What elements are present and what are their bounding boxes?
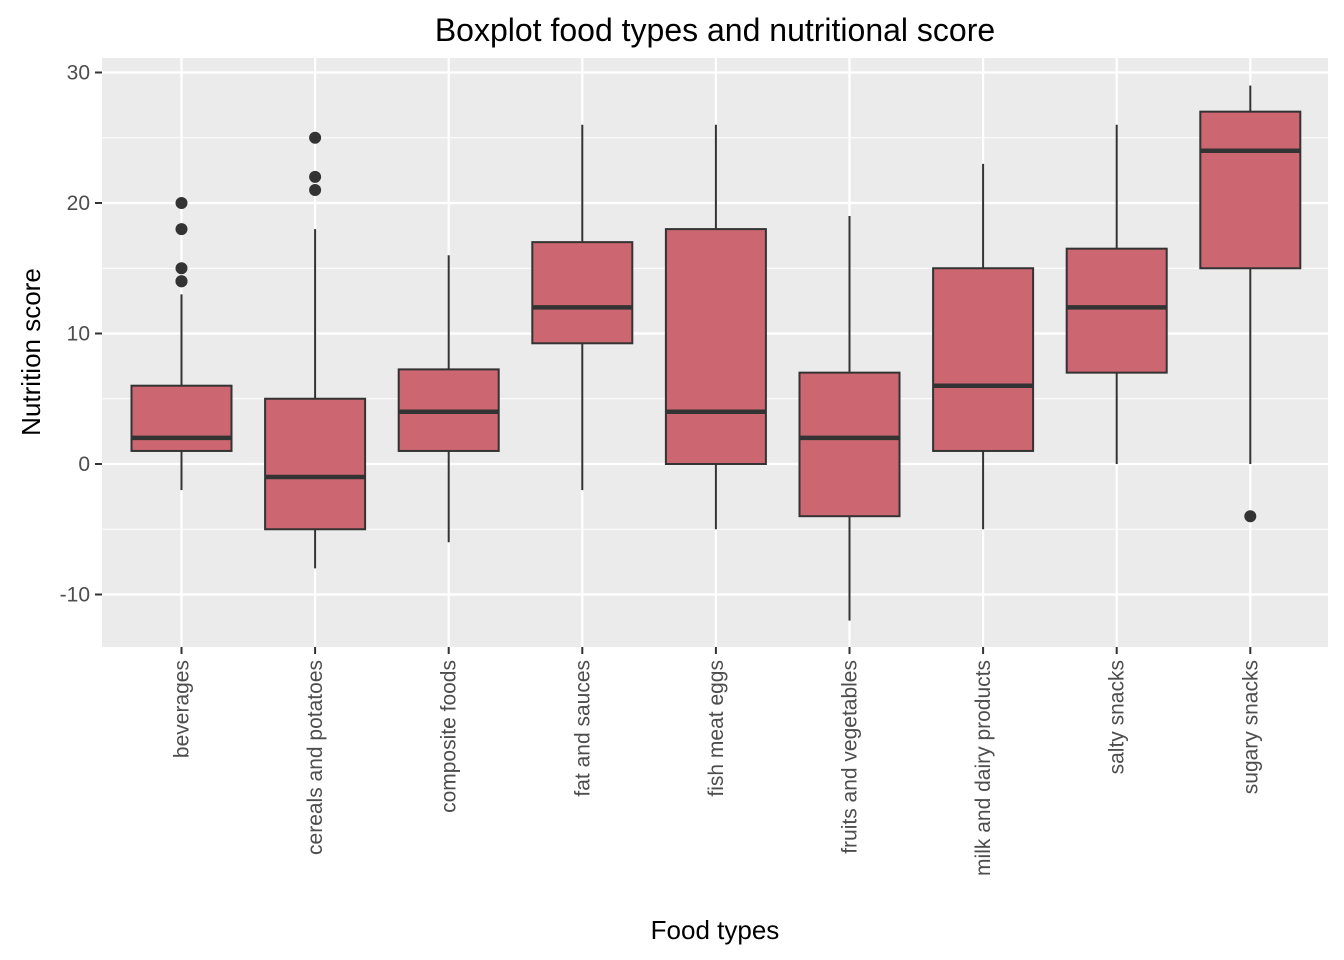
x-tick-label: fat and sauces <box>571 660 594 797</box>
x-axis-title: Food types <box>651 915 780 945</box>
y-axis-title: Nutrition score <box>16 268 46 436</box>
box-beverages <box>130 197 233 491</box>
x-tick-label: composite foods <box>438 660 461 813</box>
box-composite-foods <box>397 255 500 543</box>
x-tick-label: milk and dairy products <box>972 660 995 876</box>
box-cereals-and-potatoes <box>264 131 367 569</box>
y-tick-label: 30 <box>67 62 90 85</box>
y-axis: -10 0 10 20 30 <box>60 62 102 607</box>
iqr-box <box>664 228 767 465</box>
iqr-box <box>531 241 634 345</box>
x-axis: beverages cereals and potatoes composite f… <box>171 647 1262 876</box>
outlier-point <box>175 197 188 209</box>
box-sugary-snacks <box>1199 85 1302 523</box>
outlier-point <box>309 183 322 196</box>
x-tick-label: cereals and potatoes <box>304 660 327 855</box>
x-tick-label: fruits and vegetables <box>839 660 862 854</box>
x-tick-label: beverages <box>171 660 194 758</box>
outlier-point <box>309 170 322 183</box>
y-tick-label: -10 <box>60 584 90 607</box>
y-tick-label: 10 <box>67 323 90 346</box>
outlier-point <box>175 223 188 236</box>
iqr-box <box>932 267 1035 452</box>
box-fish-meat-eggs <box>664 124 767 530</box>
iqr-box <box>1065 247 1168 374</box>
box-fat-and-sauces <box>531 124 634 491</box>
iqr-box <box>798 371 901 518</box>
box-series <box>130 85 1302 621</box>
outlier-point <box>175 275 188 288</box>
chart-title: Boxplot food types and nutritional score <box>435 12 995 48</box>
iqr-box <box>1199 110 1302 270</box>
x-tick-label: fish meat eggs <box>705 660 728 797</box>
iqr-box <box>130 384 233 452</box>
iqr-box <box>264 397 367 531</box>
box-milk-and-dairy-products <box>932 163 1035 530</box>
box-fruits-and-vegetables <box>798 216 901 621</box>
outlier-point <box>1244 510 1257 523</box>
x-tick-label: sugary snacks <box>1239 660 1262 794</box>
outlier-point <box>175 262 188 275</box>
y-tick-label: 20 <box>67 192 90 215</box>
x-tick-label: salty snacks <box>1106 660 1129 774</box>
y-tick-label: 0 <box>78 453 90 476</box>
outlier-point <box>309 131 322 144</box>
box-salty-snacks <box>1065 124 1168 464</box>
